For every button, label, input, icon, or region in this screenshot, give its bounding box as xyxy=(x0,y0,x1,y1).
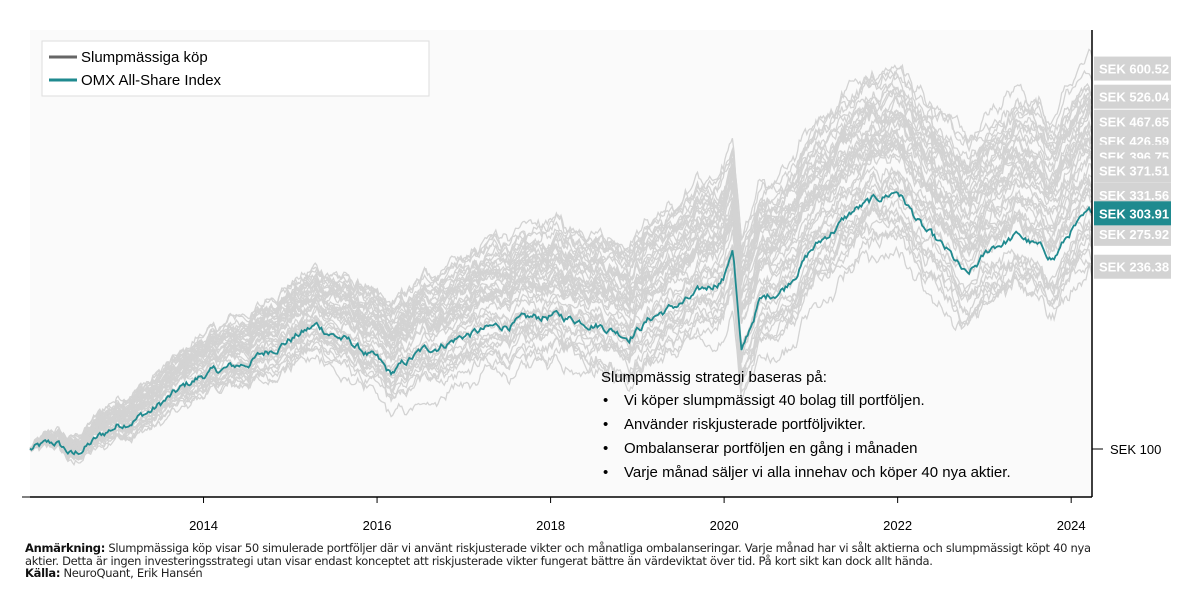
bullet-dot: • xyxy=(603,464,608,481)
simulation-line xyxy=(29,225,1093,467)
end-label-box xyxy=(1094,56,1171,81)
simulation-line xyxy=(30,147,1093,451)
annotation-bullet: Vi köper slumpmässigt 40 bolag till port… xyxy=(624,392,925,409)
baseline-label: SEK 100 xyxy=(1110,442,1161,457)
bullet-dot: • xyxy=(603,440,608,457)
omx-line xyxy=(29,191,1093,456)
end-label-box xyxy=(1094,221,1171,246)
x-tick-label: 2018 xyxy=(536,518,565,533)
omx-line-group xyxy=(29,191,1093,456)
annotation-bullet: Varje månad säljer vi alla innehav och k… xyxy=(624,464,1011,481)
annotation-bullet: Använder riskjusterade portföljvikter. xyxy=(624,416,866,433)
simulation-line xyxy=(29,229,1093,463)
end-label: SEK 467.65 xyxy=(1099,115,1169,130)
note-text: Slumpmässiga köp visar 50 simulerade por… xyxy=(25,541,1091,568)
plot-background xyxy=(30,30,1092,497)
legend: Slumpmässiga köp OMX All-Share Index xyxy=(41,40,430,97)
simulation-line xyxy=(29,165,1093,452)
source-label: Källa: xyxy=(25,566,61,580)
end-label-box xyxy=(1094,84,1171,109)
end-label: SEK 600.52 xyxy=(1099,62,1169,77)
x-tick-label: 2022 xyxy=(883,518,912,533)
x-tick-label: 2024 xyxy=(1057,518,1086,533)
x-tick-label: 2014 xyxy=(189,518,218,533)
simulation-line xyxy=(29,94,1093,449)
end-label-box xyxy=(1094,201,1171,226)
end-label: SEK 236.38 xyxy=(1099,260,1169,275)
simulation-line xyxy=(29,138,1093,450)
source-text: NeuroQuant, Erik Hansén xyxy=(60,566,203,580)
bullet-dot: • xyxy=(603,416,608,433)
end-label-box xyxy=(1094,158,1171,183)
simulation-line xyxy=(29,166,1093,455)
simulation-line xyxy=(29,100,1093,451)
bullet-dot: • xyxy=(603,392,608,409)
simulation-line xyxy=(29,111,1093,451)
legend-label-omx: OMX All-Share Index xyxy=(81,72,222,89)
annotation-title: Slumpmässig strategi baseras på: xyxy=(601,369,827,386)
end-label: SEK 331.56 xyxy=(1099,188,1169,203)
x-tick-label: 2016 xyxy=(363,518,392,533)
simulation-line xyxy=(29,180,1093,460)
annotation-bullet: Ombalanserar portföljen en gång i månade… xyxy=(624,440,918,457)
note-label: Anmärkning: xyxy=(25,541,105,555)
end-label: SEK 275.92 xyxy=(1099,227,1169,242)
annotation-box: Slumpmässig strategi baseras på: • Vi kö… xyxy=(601,369,1011,481)
x-tick-label: 2020 xyxy=(710,518,739,533)
end-label-box xyxy=(1094,254,1171,279)
end-label: SEK 371.51 xyxy=(1099,164,1169,179)
legend-label-sims: Slumpmässiga köp xyxy=(81,49,208,66)
footer-note: Anmärkning: Slumpmässiga köp visar 50 si… xyxy=(25,542,1105,580)
simulation-line xyxy=(29,135,1093,454)
end-label: SEK 303.91 xyxy=(1099,206,1169,221)
simulation-line xyxy=(29,63,1093,451)
simulation-line xyxy=(29,245,1093,461)
x-ticks: 2014 2016 2018 2020 2022 2024 xyxy=(189,497,1086,533)
end-label: SEK 526.04 xyxy=(1099,90,1170,105)
